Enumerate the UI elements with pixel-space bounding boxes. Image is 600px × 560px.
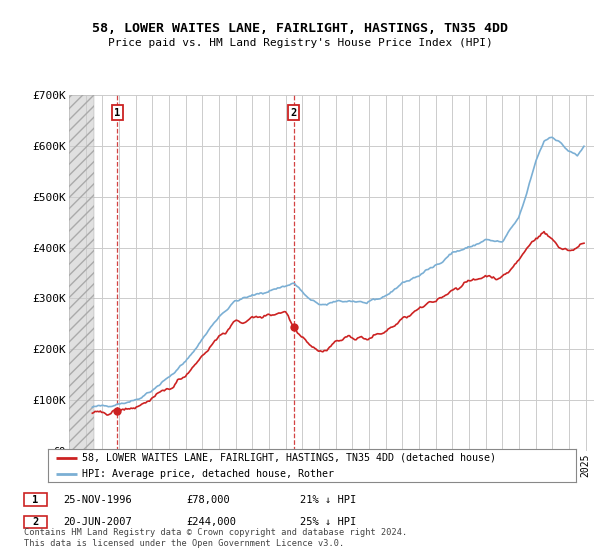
Text: Contains HM Land Registry data © Crown copyright and database right 2024.
This d: Contains HM Land Registry data © Crown c…	[24, 528, 407, 548]
Text: 1: 1	[114, 108, 121, 118]
Text: 2: 2	[290, 108, 296, 118]
Text: 20-JUN-2007: 20-JUN-2007	[63, 517, 132, 527]
Text: 58, LOWER WAITES LANE, FAIRLIGHT, HASTINGS, TN35 4DD (detached house): 58, LOWER WAITES LANE, FAIRLIGHT, HASTIN…	[82, 453, 496, 463]
Text: Price paid vs. HM Land Registry's House Price Index (HPI): Price paid vs. HM Land Registry's House …	[107, 38, 493, 48]
Text: 21% ↓ HPI: 21% ↓ HPI	[300, 494, 356, 505]
Text: 25% ↓ HPI: 25% ↓ HPI	[300, 517, 356, 527]
Text: 58, LOWER WAITES LANE, FAIRLIGHT, HASTINGS, TN35 4DD: 58, LOWER WAITES LANE, FAIRLIGHT, HASTIN…	[92, 22, 508, 35]
Text: 1: 1	[32, 494, 38, 505]
Text: 2: 2	[32, 517, 38, 527]
Text: 25-NOV-1996: 25-NOV-1996	[63, 494, 132, 505]
Bar	[69, 95, 94, 451]
Text: £244,000: £244,000	[186, 517, 236, 527]
Text: £78,000: £78,000	[186, 494, 230, 505]
Text: HPI: Average price, detached house, Rother: HPI: Average price, detached house, Roth…	[82, 469, 334, 479]
Bar	[69, 95, 94, 451]
